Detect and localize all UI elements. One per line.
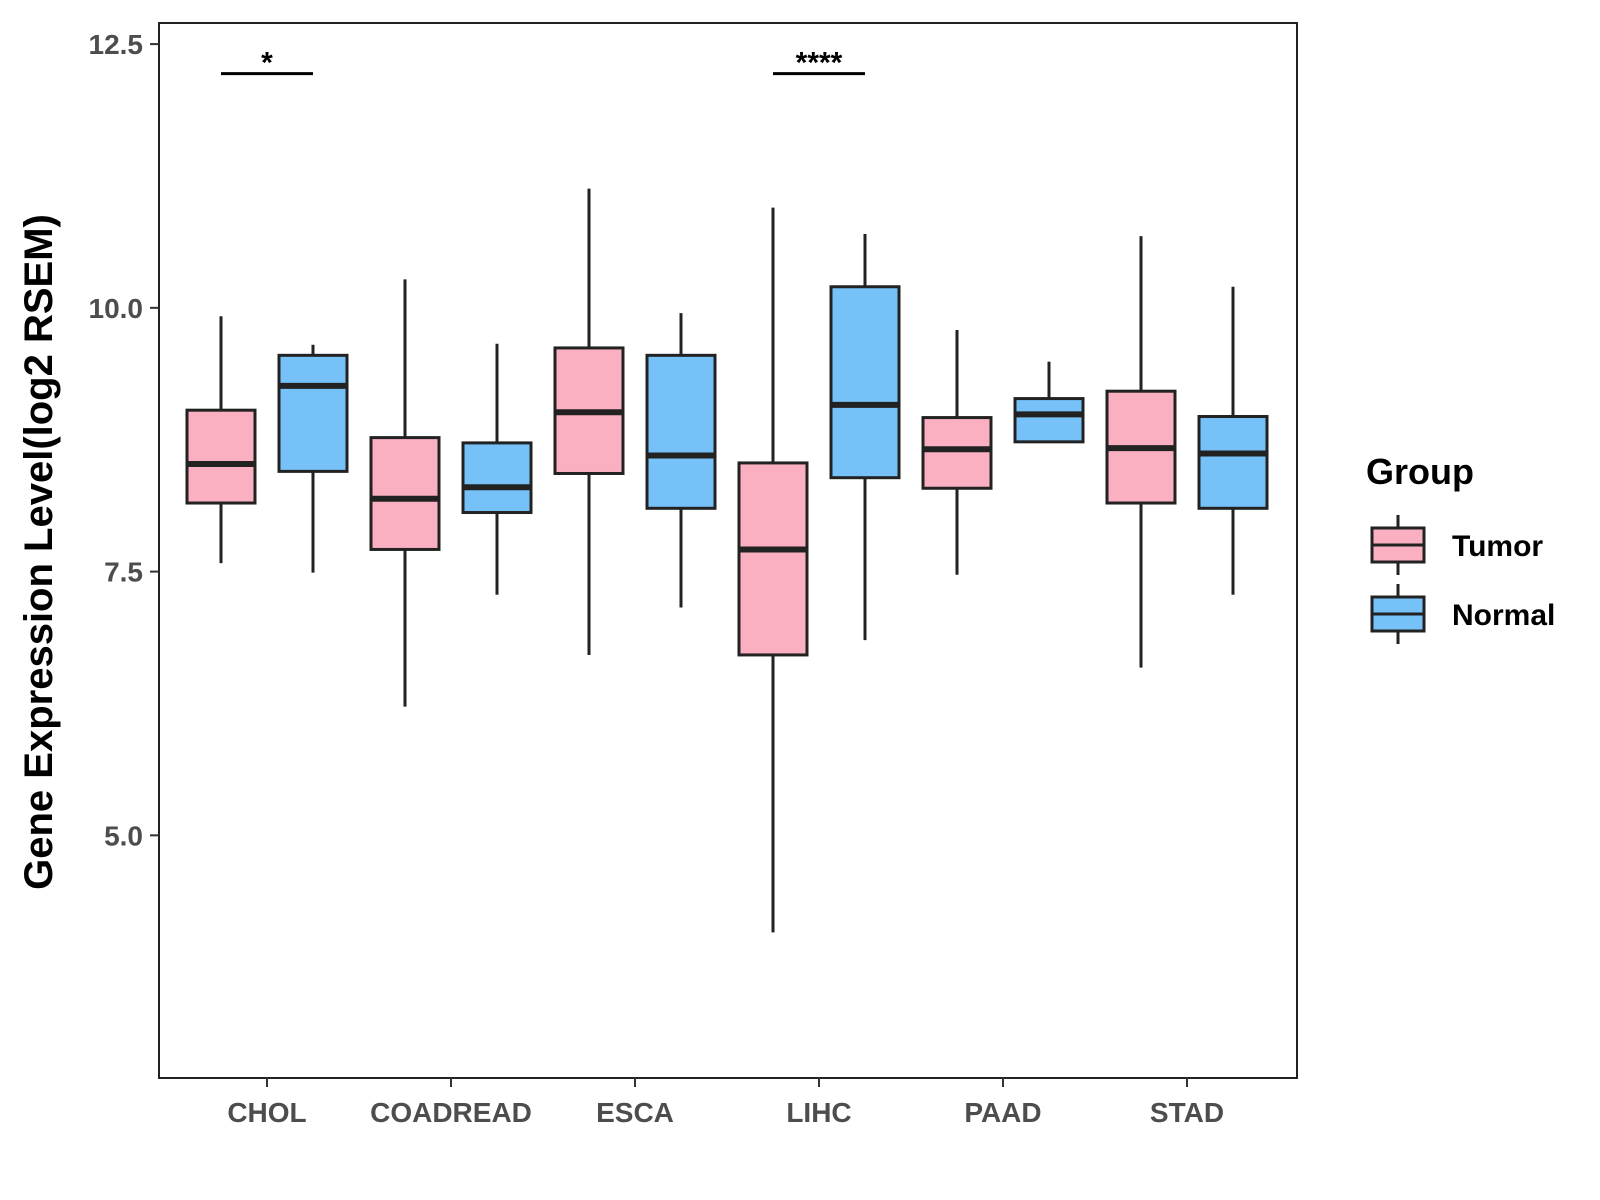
x-tick-label: ESCA <box>596 1097 674 1128</box>
axes: 5.0 7.5 10.0 12.5 CHOL COADREAD ESCA LIHC PAAD ST… <box>89 22 1298 1128</box>
box-normal-stad <box>1197 286 1269 595</box>
box-normal-coadread <box>461 343 533 595</box>
panel-border <box>158 22 1298 1079</box>
box-body <box>829 285 901 480</box>
box-tumor-esca <box>553 188 625 655</box>
y-axis-title: Gene Expression Level(log2 RSEM) <box>17 214 61 890</box>
significance-lihc: **** <box>773 47 865 80</box>
legend: Group Tumor Normal <box>1366 451 1555 644</box>
x-tick-label: LIHC <box>786 1097 851 1128</box>
box-tumor-chol <box>185 316 257 564</box>
x-tick-label: COADREAD <box>370 1097 532 1128</box>
box-normal-paad <box>1013 361 1085 444</box>
box-body <box>737 461 809 657</box>
legend-label: Normal <box>1452 599 1555 632</box>
box-tumor-stad <box>1105 236 1177 668</box>
legend-entry-tumor: Tumor <box>1370 515 1543 575</box>
box-tumor-paad <box>921 330 993 575</box>
box-body <box>921 416 993 490</box>
box-body <box>185 408 257 505</box>
x-tick-label: PAAD <box>964 1097 1041 1128</box>
box-tumor-coadread <box>369 279 441 707</box>
legend-title: Group <box>1366 451 1474 492</box>
y-tick-label: 10.0 <box>89 293 144 324</box>
box-body <box>645 353 717 510</box>
box-normal-chol <box>277 344 349 573</box>
plot-area: * **** <box>185 47 1269 933</box>
box-body <box>461 441 533 515</box>
significance-label: * <box>261 47 273 80</box>
box-body <box>369 436 441 551</box>
box-tumor-lihc <box>737 207 809 933</box>
box-body <box>1197 415 1269 510</box>
box-normal-esca <box>645 313 717 608</box>
box-body <box>277 353 349 473</box>
box-normal-lihc <box>829 234 901 641</box>
x-tick-label: CHOL <box>227 1097 306 1128</box>
y-tick-label: 7.5 <box>104 557 143 588</box>
legend-label: Tumor <box>1452 530 1543 563</box>
legend-entry-normal: Normal <box>1370 584 1555 644</box>
x-tick-label: STAD <box>1150 1097 1224 1128</box>
significance-label: **** <box>796 47 843 80</box>
y-tick-label: 12.5 <box>89 29 144 60</box>
significance-chol: * <box>221 47 313 80</box>
box-body <box>1013 397 1085 444</box>
y-tick-label: 5.0 <box>104 820 143 851</box>
